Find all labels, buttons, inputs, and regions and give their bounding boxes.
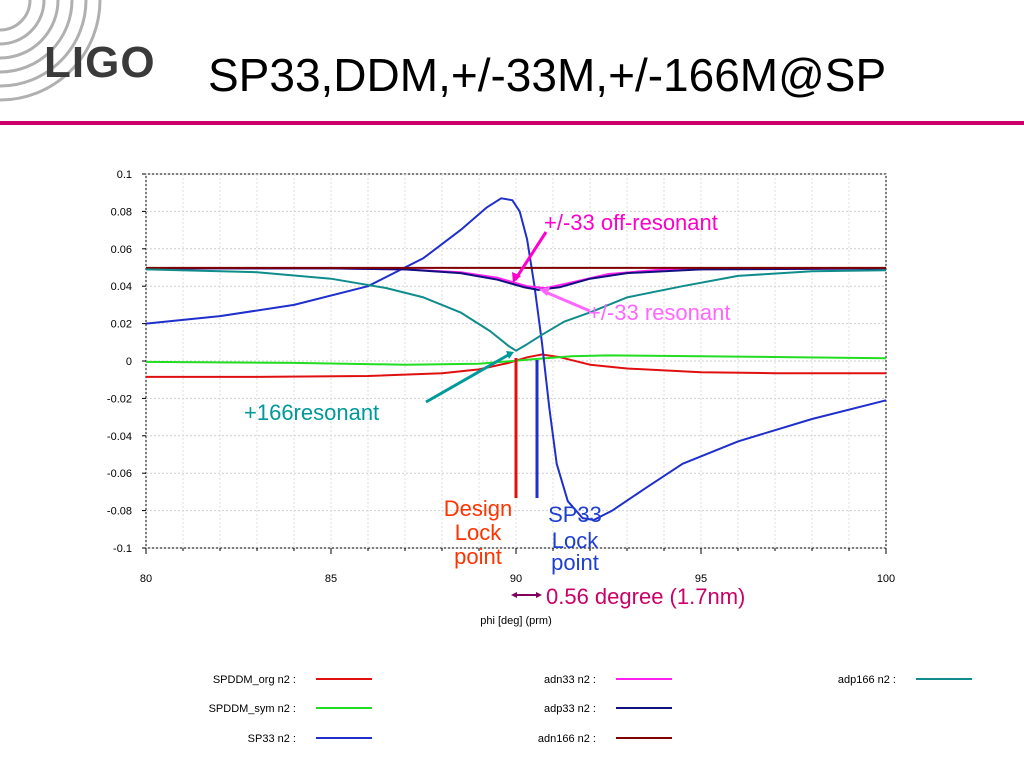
title-divider xyxy=(0,121,1024,125)
design-lock-label-3: point xyxy=(454,544,502,569)
offset-arrowhead-left xyxy=(511,592,517,598)
sp33-lock-label-2: Lock xyxy=(552,528,599,553)
x-axis-title: phi [deg] (prm) xyxy=(480,615,552,627)
sp33-lock-label-3: point xyxy=(551,550,599,575)
legend-label: adn166 n2 : xyxy=(538,733,596,745)
series-line-sp33-n2 xyxy=(145,197,887,521)
legend-label: adp166 n2 : xyxy=(838,674,896,686)
resonant166-label: +166resonant xyxy=(244,400,379,425)
x-tick-label: 80 xyxy=(140,573,152,585)
y-tick-label: 0.04 xyxy=(111,281,132,293)
y-tick-label: -0.08 xyxy=(107,506,132,518)
y-tick-label: 0.06 xyxy=(111,244,132,256)
y-tick-label: -0.02 xyxy=(107,393,132,405)
series-line-adp166-n2 xyxy=(145,268,887,352)
offset-label: 0.56 degree (1.7nm) xyxy=(546,584,745,609)
resonant-label: +/-33 resonant xyxy=(588,300,730,325)
series-line-spddm-org-n2 xyxy=(146,353,886,378)
x-tick-label: 85 xyxy=(325,573,337,585)
resonant-arrow xyxy=(542,289,591,313)
resonant166-arrow xyxy=(425,352,511,404)
offset-arrowhead-right xyxy=(536,592,542,598)
x-tick-label: 100 xyxy=(877,573,895,585)
legend-label: SPDDM_org n2 : xyxy=(213,674,296,686)
legend: SPDDM_org n2 : SPDDM_sym n2 : SP33 n2 : adn… xyxy=(209,674,972,745)
y-tick-label: -0.06 xyxy=(107,468,132,480)
y-tick-label: -0.1 xyxy=(113,543,132,555)
off-resonant-arrowhead xyxy=(512,272,521,283)
legend-label: SPDDM_sym n2 : xyxy=(209,703,296,715)
series-lines xyxy=(145,197,887,521)
y-tick-label: 0.08 xyxy=(111,206,132,218)
legend-label: SP33 n2 : xyxy=(248,733,296,745)
x-axis-ticks: 80 85 90 95 100 xyxy=(140,548,895,585)
design-lock-label-2: Lock xyxy=(455,520,502,545)
legend-label: adn33 n2 : xyxy=(544,674,596,686)
legend-label: adp33 n2 : xyxy=(544,703,596,715)
sp33-lock-label-1: SP33 xyxy=(548,502,602,527)
series-line-adp33-n2 xyxy=(146,267,887,291)
y-tick-label: 0.1 xyxy=(117,169,132,181)
design-lock-label-1: Design xyxy=(444,496,512,521)
y-tick-label: -0.04 xyxy=(107,431,132,443)
x-tick-label: 95 xyxy=(695,573,707,585)
y-tick-label: 0.02 xyxy=(111,319,132,331)
off-resonant-label: +/-33 off-resonant xyxy=(544,210,718,235)
resonant166-arrowhead xyxy=(506,351,514,359)
ligo-logo: LIGO xyxy=(44,38,156,87)
series-line-spddm-sym-n2 xyxy=(145,354,887,366)
resonant-arrowhead xyxy=(539,287,550,296)
y-tick-label: 0 xyxy=(126,356,132,368)
slide-title: SP33,DDM,+/-33M,+/-166M@SP xyxy=(208,49,887,101)
x-tick-label: 90 xyxy=(510,573,522,585)
y-axis-ticks: 0.1 0.08 0.06 0.04 0.02 0 -0.02 -0.04 -0.06 -0.08… xyxy=(107,169,146,555)
off-resonant-arrow xyxy=(513,231,548,281)
